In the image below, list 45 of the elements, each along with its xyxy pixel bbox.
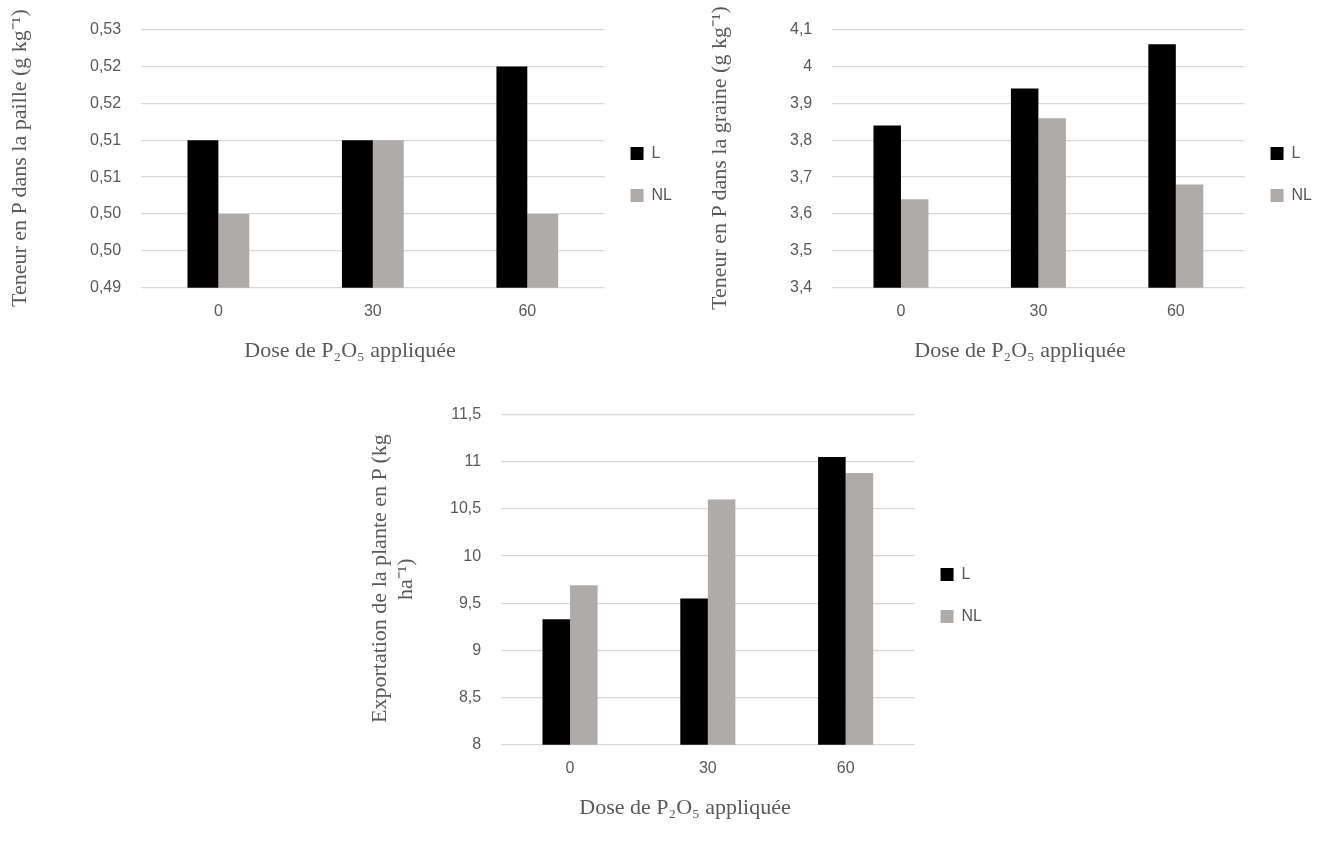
y-tick-label: 3,9: [789, 93, 813, 111]
legend-label: NL: [1291, 185, 1313, 203]
y-tick-label: 3,8: [789, 130, 813, 148]
y-tick-label: 10: [463, 546, 482, 564]
legend-label: L: [961, 564, 971, 582]
y-tick-label: 4: [803, 56, 813, 74]
y-tick-label: 11: [464, 452, 482, 470]
y-tick-label: 0,53: [90, 20, 122, 38]
x-tick-label: 0: [565, 758, 575, 776]
legend-label: NL: [651, 185, 673, 203]
y-tick-label: 0,49: [90, 278, 122, 296]
y-tick-label: 11,5: [451, 405, 482, 423]
x-tick-label: 30: [1029, 301, 1048, 319]
x-tick-label: 0: [213, 301, 223, 319]
x-tick-label: 0: [896, 301, 906, 319]
y-tick-label: 4,1: [789, 20, 813, 38]
y-axis-title: Teneur en P dans la paille (g kg⁻¹): [6, 7, 32, 308]
y-tick-label: 3,6: [789, 204, 813, 222]
y-tick-label: 9: [472, 640, 482, 658]
x-tick-label: 30: [698, 758, 717, 776]
y-tick-label: 9,5: [458, 593, 482, 611]
legend-label: L: [1291, 143, 1301, 161]
x-axis-title: Dose de P₂O₅ appliquée: [243, 337, 457, 363]
y-tick-label: 3,5: [789, 241, 813, 259]
y-axis-title: Teneur en P dans la graine (g kg⁻¹): [706, 4, 732, 312]
y-axis-title: Exportation de la plante en P (kg ha⁻¹): [366, 433, 418, 725]
x-tick-label: 60: [1166, 301, 1185, 319]
y-tick-label: 8,5: [458, 688, 482, 706]
y-tick-label: 0,50: [90, 204, 122, 222]
x-tick-label: 60: [518, 301, 537, 319]
y-tick-label: 10,5: [450, 499, 482, 517]
legend-label: NL: [961, 606, 983, 624]
y-tick-label: 0,52: [90, 93, 122, 111]
y-tick-label: 0,52: [90, 56, 122, 74]
x-tick-label: 30: [363, 301, 382, 319]
legend-label: L: [651, 143, 661, 161]
y-tick-label: 0,51: [90, 167, 122, 185]
y-tick-label: 3,7: [789, 167, 813, 185]
x-tick-label: 60: [836, 758, 855, 776]
y-tick-label: 3,4: [789, 278, 813, 296]
x-axis-title: Dose de P₂O₅ appliquée: [578, 794, 792, 820]
y-tick-label: 0,51: [90, 130, 122, 148]
y-tick-label: 8: [472, 735, 482, 753]
y-tick-label: 0,50: [90, 241, 122, 259]
x-axis-title: Dose de P₂O₅ appliquée: [913, 337, 1127, 363]
